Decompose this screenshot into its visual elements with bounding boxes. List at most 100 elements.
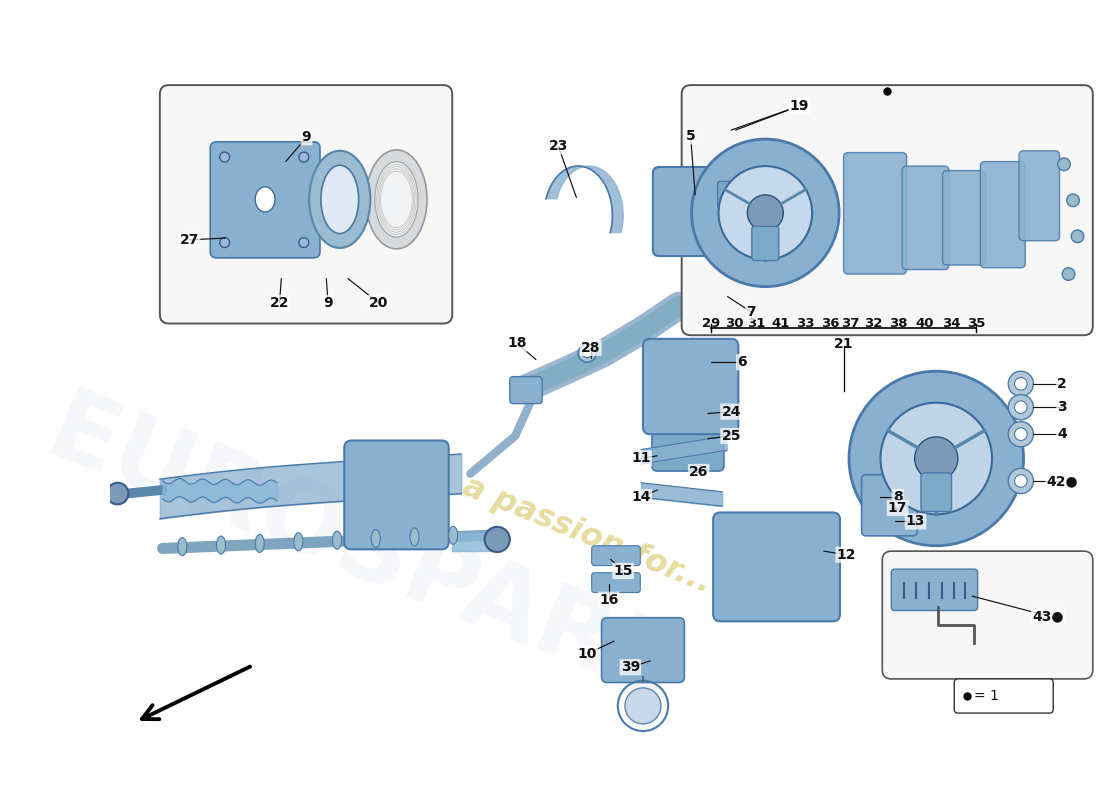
Text: 32: 32 <box>865 318 882 330</box>
Ellipse shape <box>449 526 458 544</box>
FancyBboxPatch shape <box>861 474 917 536</box>
Circle shape <box>718 166 812 260</box>
Ellipse shape <box>178 538 187 556</box>
Circle shape <box>1009 422 1033 446</box>
Text: 9: 9 <box>301 130 311 144</box>
FancyBboxPatch shape <box>682 85 1092 335</box>
Text: 12: 12 <box>836 548 856 562</box>
FancyBboxPatch shape <box>717 182 751 208</box>
Text: 7: 7 <box>746 305 756 319</box>
Ellipse shape <box>294 533 302 550</box>
Text: EUROSPARЕ: EUROSPARЕ <box>34 382 691 723</box>
Text: 38: 38 <box>889 318 908 330</box>
FancyBboxPatch shape <box>653 167 730 256</box>
Circle shape <box>1058 158 1070 170</box>
Text: 28: 28 <box>581 341 601 355</box>
Text: 14: 14 <box>631 490 651 504</box>
Text: 22: 22 <box>270 296 289 310</box>
Circle shape <box>1009 468 1033 494</box>
Ellipse shape <box>217 536 226 554</box>
Circle shape <box>1014 378 1027 390</box>
Text: 29: 29 <box>702 318 721 330</box>
Text: 40: 40 <box>915 318 934 330</box>
Text: 25: 25 <box>722 429 741 443</box>
Circle shape <box>485 527 509 552</box>
Text: 6: 6 <box>737 355 747 370</box>
Text: = 1: = 1 <box>974 689 999 703</box>
Ellipse shape <box>255 186 275 212</box>
Circle shape <box>220 238 230 247</box>
FancyBboxPatch shape <box>921 473 952 511</box>
Text: 41: 41 <box>771 318 790 330</box>
Text: 27: 27 <box>180 233 199 247</box>
Text: 42●: 42● <box>1046 474 1078 488</box>
Circle shape <box>880 402 992 514</box>
FancyBboxPatch shape <box>592 546 640 566</box>
Text: 10: 10 <box>578 646 597 661</box>
FancyBboxPatch shape <box>644 339 738 434</box>
Circle shape <box>583 349 592 358</box>
FancyBboxPatch shape <box>844 153 906 274</box>
Circle shape <box>107 482 129 504</box>
FancyBboxPatch shape <box>713 513 840 622</box>
Circle shape <box>1009 394 1033 420</box>
Text: 39: 39 <box>620 660 640 674</box>
Ellipse shape <box>321 165 359 234</box>
FancyBboxPatch shape <box>592 573 640 593</box>
Text: 34: 34 <box>943 318 960 330</box>
Text: 8: 8 <box>893 490 902 504</box>
Text: 36: 36 <box>821 318 839 330</box>
Circle shape <box>1014 474 1027 487</box>
Circle shape <box>915 437 958 480</box>
Text: 43●: 43● <box>1032 609 1064 623</box>
Text: 23: 23 <box>549 139 568 154</box>
Circle shape <box>1014 401 1027 414</box>
Circle shape <box>692 139 839 286</box>
FancyBboxPatch shape <box>344 441 449 550</box>
FancyBboxPatch shape <box>602 618 684 682</box>
Ellipse shape <box>332 531 342 549</box>
Text: 2: 2 <box>1057 377 1067 391</box>
Text: 15: 15 <box>614 564 632 578</box>
Text: 19: 19 <box>790 99 810 113</box>
Circle shape <box>747 195 783 231</box>
Circle shape <box>1067 194 1079 206</box>
Text: 4: 4 <box>1057 427 1067 441</box>
Circle shape <box>220 152 230 162</box>
Text: 26: 26 <box>689 465 708 479</box>
Circle shape <box>1014 428 1027 441</box>
Text: 9: 9 <box>323 296 333 310</box>
FancyBboxPatch shape <box>980 162 1025 268</box>
FancyBboxPatch shape <box>891 569 978 610</box>
FancyBboxPatch shape <box>160 85 452 323</box>
Text: 13: 13 <box>906 514 925 529</box>
Text: 3: 3 <box>1057 400 1067 414</box>
Ellipse shape <box>375 162 418 237</box>
Ellipse shape <box>366 150 427 249</box>
FancyBboxPatch shape <box>1019 150 1059 241</box>
Circle shape <box>849 371 1023 546</box>
Ellipse shape <box>255 534 264 553</box>
FancyBboxPatch shape <box>751 226 779 261</box>
Text: 24: 24 <box>722 405 741 418</box>
FancyBboxPatch shape <box>882 551 1092 679</box>
Text: a passion for...: a passion for... <box>459 471 716 599</box>
FancyBboxPatch shape <box>210 142 320 258</box>
Text: 21: 21 <box>834 337 854 351</box>
Circle shape <box>625 688 661 724</box>
Polygon shape <box>546 166 624 233</box>
Ellipse shape <box>309 150 371 248</box>
Text: 17: 17 <box>888 501 907 515</box>
Text: 30: 30 <box>725 318 744 330</box>
FancyBboxPatch shape <box>652 393 724 471</box>
Text: 35: 35 <box>967 318 984 330</box>
Circle shape <box>299 238 309 247</box>
Text: 18: 18 <box>507 336 527 350</box>
Text: 20: 20 <box>368 296 388 310</box>
Circle shape <box>1071 230 1083 242</box>
Circle shape <box>579 344 596 362</box>
Ellipse shape <box>410 528 419 546</box>
Text: 31: 31 <box>747 318 766 330</box>
FancyBboxPatch shape <box>955 679 1053 713</box>
Text: 11: 11 <box>631 451 651 466</box>
